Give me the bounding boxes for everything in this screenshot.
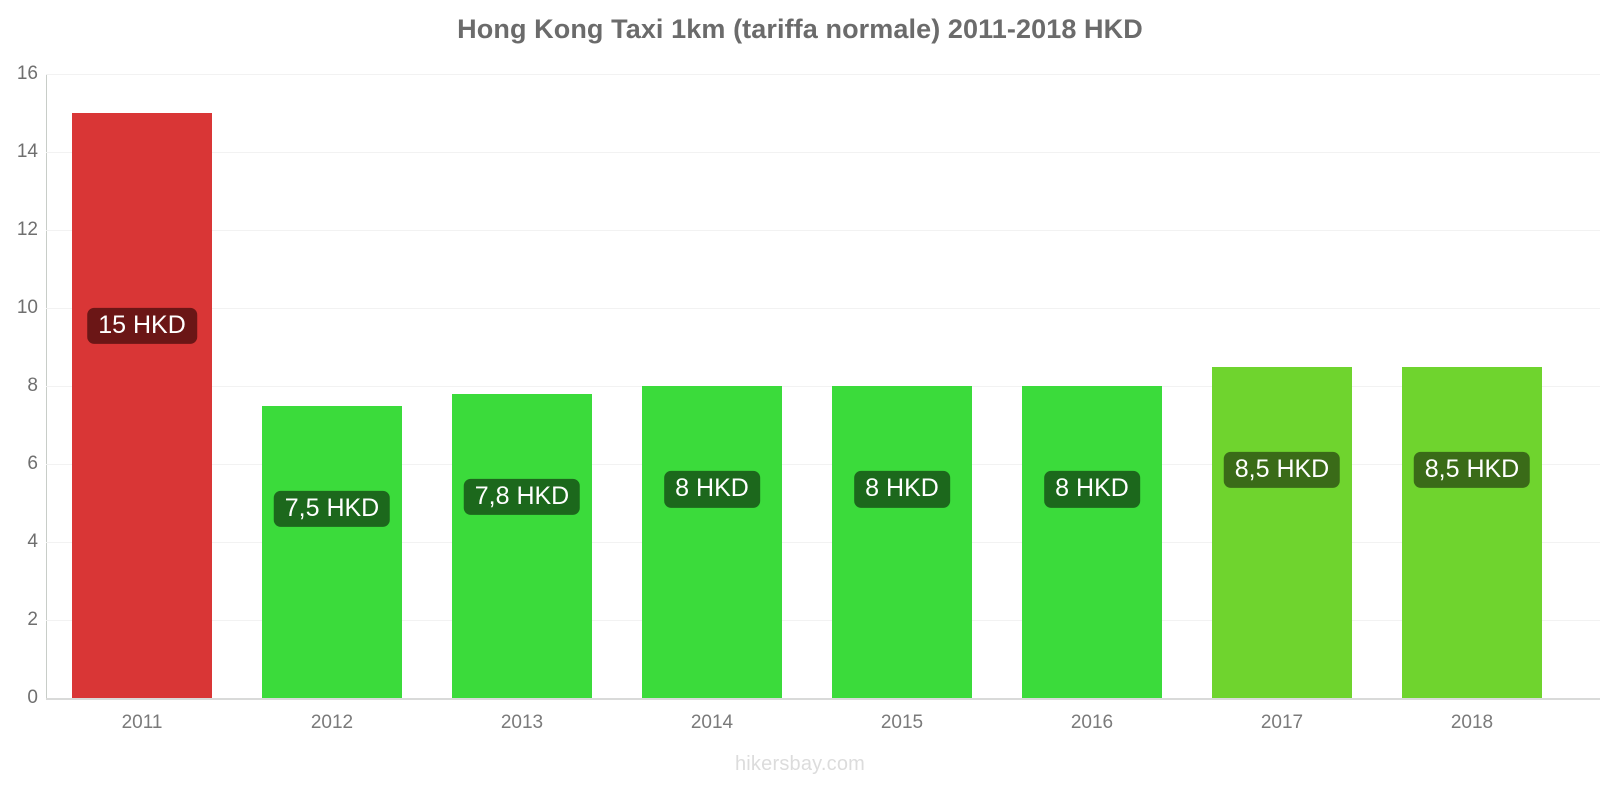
bar-rect bbox=[72, 113, 212, 698]
x-axis-tick-label: 2012 bbox=[310, 712, 354, 733]
y-axis-line bbox=[46, 74, 47, 700]
y-axis-tick-label: 14 bbox=[16, 141, 38, 162]
bar[interactable]: 8 HKD bbox=[1022, 386, 1162, 698]
bar-rect bbox=[452, 393, 592, 698]
gridline bbox=[46, 74, 1600, 75]
x-axis-tick-label: 2015 bbox=[880, 712, 924, 733]
y-axis-tick-label: 0 bbox=[27, 687, 38, 708]
watermark-text: hikersbay.com bbox=[734, 753, 866, 775]
bar[interactable]: 8,5 HKD bbox=[1212, 366, 1352, 698]
y-axis-tick-label: 10 bbox=[16, 297, 38, 318]
bar-rect bbox=[832, 386, 972, 698]
bar-value-label: 15 HKD bbox=[87, 307, 197, 344]
bar-rect bbox=[1402, 366, 1542, 698]
plot-area bbox=[46, 74, 1600, 698]
y-axis-tick-label: 6 bbox=[27, 453, 38, 474]
x-axis-tick-label: 2014 bbox=[690, 712, 734, 733]
bar-value-label: 8,5 HKD bbox=[1223, 451, 1341, 488]
bar[interactable]: 8 HKD bbox=[642, 386, 782, 698]
gridline bbox=[46, 308, 1600, 309]
bar[interactable]: 8 HKD bbox=[832, 386, 972, 698]
gridline bbox=[46, 152, 1600, 153]
bar[interactable]: 8,5 HKD bbox=[1402, 366, 1542, 698]
bar-value-label: 7,5 HKD bbox=[273, 490, 391, 527]
gridline bbox=[46, 620, 1600, 621]
bar[interactable]: 7,8 HKD bbox=[452, 393, 592, 698]
bar[interactable]: 15 HKD bbox=[72, 113, 212, 698]
gridline bbox=[46, 542, 1600, 543]
bar-value-label: 8 HKD bbox=[854, 471, 950, 508]
y-axis-tick-label: 8 bbox=[27, 375, 38, 396]
bar-value-label: 8,5 HKD bbox=[1413, 451, 1531, 488]
x-axis-tick-label: 2016 bbox=[1070, 712, 1114, 733]
x-axis-tick-label: 2013 bbox=[500, 712, 544, 733]
gridline bbox=[46, 386, 1600, 387]
bar[interactable]: 7,5 HKD bbox=[262, 405, 402, 698]
y-axis-tick-label: 4 bbox=[27, 531, 38, 552]
bar-value-label: 8 HKD bbox=[664, 471, 760, 508]
bar-value-label: 7,8 HKD bbox=[463, 479, 581, 516]
bar-rect bbox=[1212, 366, 1352, 698]
y-axis-tick-label: 2 bbox=[27, 609, 38, 630]
chart-title: Hong Kong Taxi 1km (tariffa normale) 201… bbox=[457, 14, 1143, 44]
gridline bbox=[46, 464, 1600, 465]
x-axis-tick-label: 2018 bbox=[1450, 712, 1494, 733]
x-axis-line bbox=[46, 698, 1600, 700]
bar-rect bbox=[1022, 386, 1162, 698]
bar-rect bbox=[642, 386, 782, 698]
x-axis-tick-label: 2017 bbox=[1260, 712, 1304, 733]
y-axis-tick-label: 12 bbox=[16, 219, 38, 240]
gridline bbox=[46, 230, 1600, 231]
x-axis-tick-label: 2011 bbox=[121, 712, 163, 733]
bar-value-label: 8 HKD bbox=[1044, 471, 1140, 508]
y-axis-tick-label: 16 bbox=[16, 63, 38, 84]
bar-rect bbox=[262, 405, 402, 698]
